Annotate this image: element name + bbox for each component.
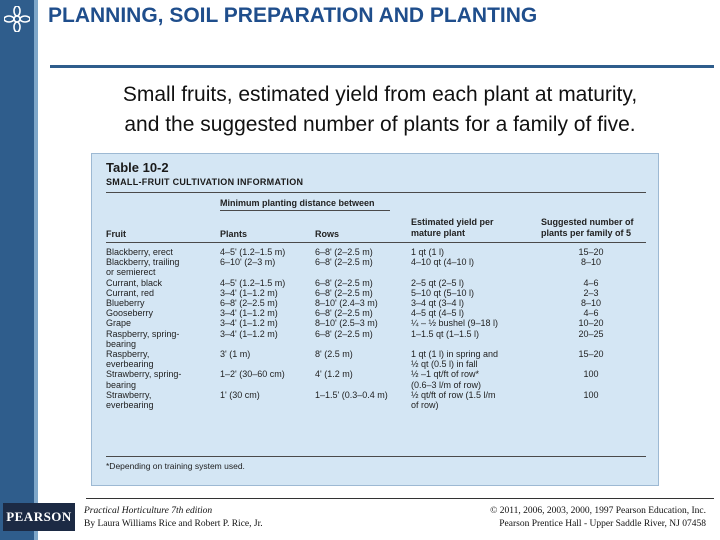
- book-title: Practical Horticulture 7th edition: [84, 506, 213, 516]
- col-header-yield-line1: Estimated yield per: [411, 217, 494, 227]
- cell-rows: 6–8' (2–2.5 m): [315, 257, 373, 268]
- cell-fruit: or semierect: [106, 267, 156, 278]
- cell-number: 100: [583, 369, 599, 380]
- table-caption: Small-Fruit Cultivation Information: [106, 177, 303, 188]
- cell-fruit: Strawberry,: [106, 389, 152, 400]
- group-header: Minimum planting distance between: [220, 198, 375, 208]
- cell-yield: 1 qt (1 l) in spring and: [411, 349, 499, 359]
- cell-yield: 3–4 qt (3–4 l): [411, 298, 465, 308]
- cell-fruit: Blackberry, erect: [106, 247, 173, 257]
- cell-rows: 6–8' (2–2.5 m): [315, 277, 373, 288]
- cell-plants: 3–4' (1–1.2 m): [220, 318, 278, 329]
- col-header-yield-line2: mature plant: [411, 228, 466, 238]
- sidebar-stripe: [34, 0, 38, 540]
- cell-plants: 1' (30 cm): [220, 389, 260, 400]
- cell-fruit: everbearing: [106, 359, 154, 370]
- cell-yield: 4–10 qt (4–10 l): [411, 257, 475, 268]
- cell-fruit: Raspberry,: [106, 349, 150, 359]
- cell-rows: 4' (1.2 m): [315, 369, 353, 380]
- cell-fruit: everbearing: [106, 400, 154, 410]
- cell-number: 2–3: [583, 287, 599, 298]
- cell-yield: ½ –1 qt/ft of row*: [411, 369, 480, 380]
- cell-yield: ½ qt/ft of row (1.5 l/m: [411, 389, 496, 400]
- group-header-rule: [220, 210, 390, 211]
- cell-rows: 6–8' (2–2.5 m): [315, 308, 373, 319]
- cell-plants: 4–5' (1.2–1.5 m): [220, 247, 286, 257]
- header-bottom-rule: [106, 242, 646, 243]
- slide-sidebar: [0, 0, 34, 540]
- cell-plants: 3' (1 m): [220, 349, 251, 359]
- table-panel: [91, 153, 659, 486]
- footer-copyright: © 2011, 2006, 2003, 2000, 1997 Pearson E…: [490, 505, 706, 531]
- cell-number: 20–25: [578, 328, 604, 339]
- cell-fruit: bearing: [106, 338, 137, 349]
- cell-number: 100: [583, 389, 599, 400]
- col-header-fruit: Fruit: [106, 229, 126, 239]
- cell-plants: 6–10' (2–3 m): [220, 257, 276, 268]
- cell-fruit: Raspberry, spring-: [106, 328, 180, 339]
- cell-number: 8–10: [580, 298, 602, 308]
- cell-number: 15–20: [578, 247, 604, 257]
- cell-fruit: Blackberry, trailing: [106, 257, 180, 268]
- col-header-number-line1: Suggested number of: [541, 217, 634, 227]
- slide-subtitle: Small fruits, estimated yield from each …: [60, 80, 700, 140]
- cell-rows: 6–8' (2–2.5 m): [315, 287, 373, 298]
- cell-fruit: Gooseberry: [106, 308, 154, 319]
- table-footnote: *Depending on training system used.: [106, 461, 245, 471]
- cell-rows: 8–10' (2.4–3 m): [315, 298, 378, 308]
- footer-book-info: Practical Horticulture 7th edition By La…: [84, 505, 263, 531]
- cell-yield: 4–5 qt (4–5 l): [411, 308, 465, 319]
- copyright-line: © 2011, 2006, 2003, 2000, 1997 Pearson E…: [490, 506, 706, 516]
- cell-plants: 4–5' (1.2–1.5 m): [220, 277, 286, 288]
- cell-fruit: bearing: [106, 379, 137, 390]
- cell-number: 4–6: [583, 277, 599, 288]
- cell-yield: 1 qt (1 l): [411, 247, 445, 257]
- cell-fruit: Currant, red: [106, 287, 155, 298]
- cell-yield: 1–1.5 qt (1–1.5 l): [411, 328, 480, 339]
- table-label: Table 10-2: [106, 160, 169, 175]
- cell-plants: 3–4' (1–1.2 m): [220, 308, 278, 319]
- cell-fruit: Blueberry: [106, 298, 145, 308]
- cell-yield: of row): [411, 400, 439, 410]
- cell-rows: 8–10' (2.5–3 m): [315, 318, 378, 329]
- cell-rows: 6–8' (2–2.5 m): [315, 247, 373, 257]
- cell-rows: 6–8' (2–2.5 m): [315, 328, 373, 339]
- cell-rows: 1–1.5' (0.3–0.4 m): [315, 389, 388, 400]
- footer-divider: [86, 498, 714, 499]
- cell-fruit: Grape: [106, 318, 132, 329]
- table-caption-text: Small-Fruit Cultivation Information: [106, 177, 304, 187]
- cell-number: 8–10: [580, 257, 602, 268]
- table-bottom-rule: [106, 456, 646, 457]
- cell-plants: 1–2' (30–60 cm): [220, 369, 285, 380]
- cell-number: 15–20: [578, 349, 604, 359]
- cell-yield: 5–10 qt (5–10 l): [411, 287, 475, 298]
- imprint-line: Pearson Prentice Hall - Upper Saddle Riv…: [499, 519, 706, 529]
- cell-fruit: Currant, black: [106, 277, 163, 288]
- col-header-number: Suggested number of plants per family of…: [541, 217, 634, 239]
- cell-plants: 3–4' (1–1.2 m): [220, 287, 278, 298]
- cell-number: 10–20: [578, 318, 604, 329]
- cell-yield: ¼ – ½ bushel (9–18 l): [411, 318, 499, 329]
- book-authors: By Laura Williams Rice and Robert P. Ric…: [84, 519, 263, 529]
- col-header-number-line2: plants per family of 5: [541, 228, 632, 238]
- subtitle-line-1: Small fruits, estimated yield from each …: [122, 83, 638, 106]
- cell-yield: 2–5 qt (2–5 l): [411, 277, 465, 288]
- col-header-plants: Plants: [220, 229, 248, 239]
- pearson-logo: PEARSON: [3, 503, 75, 531]
- subtitle-line-2: and the suggested number of plants for a…: [124, 113, 636, 136]
- col-header-yield: Estimated yield per mature plant: [411, 217, 494, 239]
- cell-yield: ½ qt (0.5 l) in fall: [411, 359, 478, 370]
- title-divider: [50, 65, 714, 68]
- cell-plants: 3–4' (1–1.2 m): [220, 328, 278, 339]
- cell-yield: (0.6–3 l/m of row): [411, 379, 482, 390]
- cell-plants: 6–8' (2–2.5 m): [220, 298, 278, 308]
- flower-logo-icon: [4, 6, 30, 32]
- cell-rows: 8' (2.5 m): [315, 349, 353, 359]
- slide-title: PLANNING, SOIL PREPARATION AND PLANTING: [48, 4, 538, 27]
- cell-number: 4–6: [583, 308, 599, 319]
- table-top-rule: [106, 192, 646, 193]
- col-header-rows: Rows: [315, 229, 340, 239]
- cell-fruit: Strawberry, spring-: [106, 369, 182, 380]
